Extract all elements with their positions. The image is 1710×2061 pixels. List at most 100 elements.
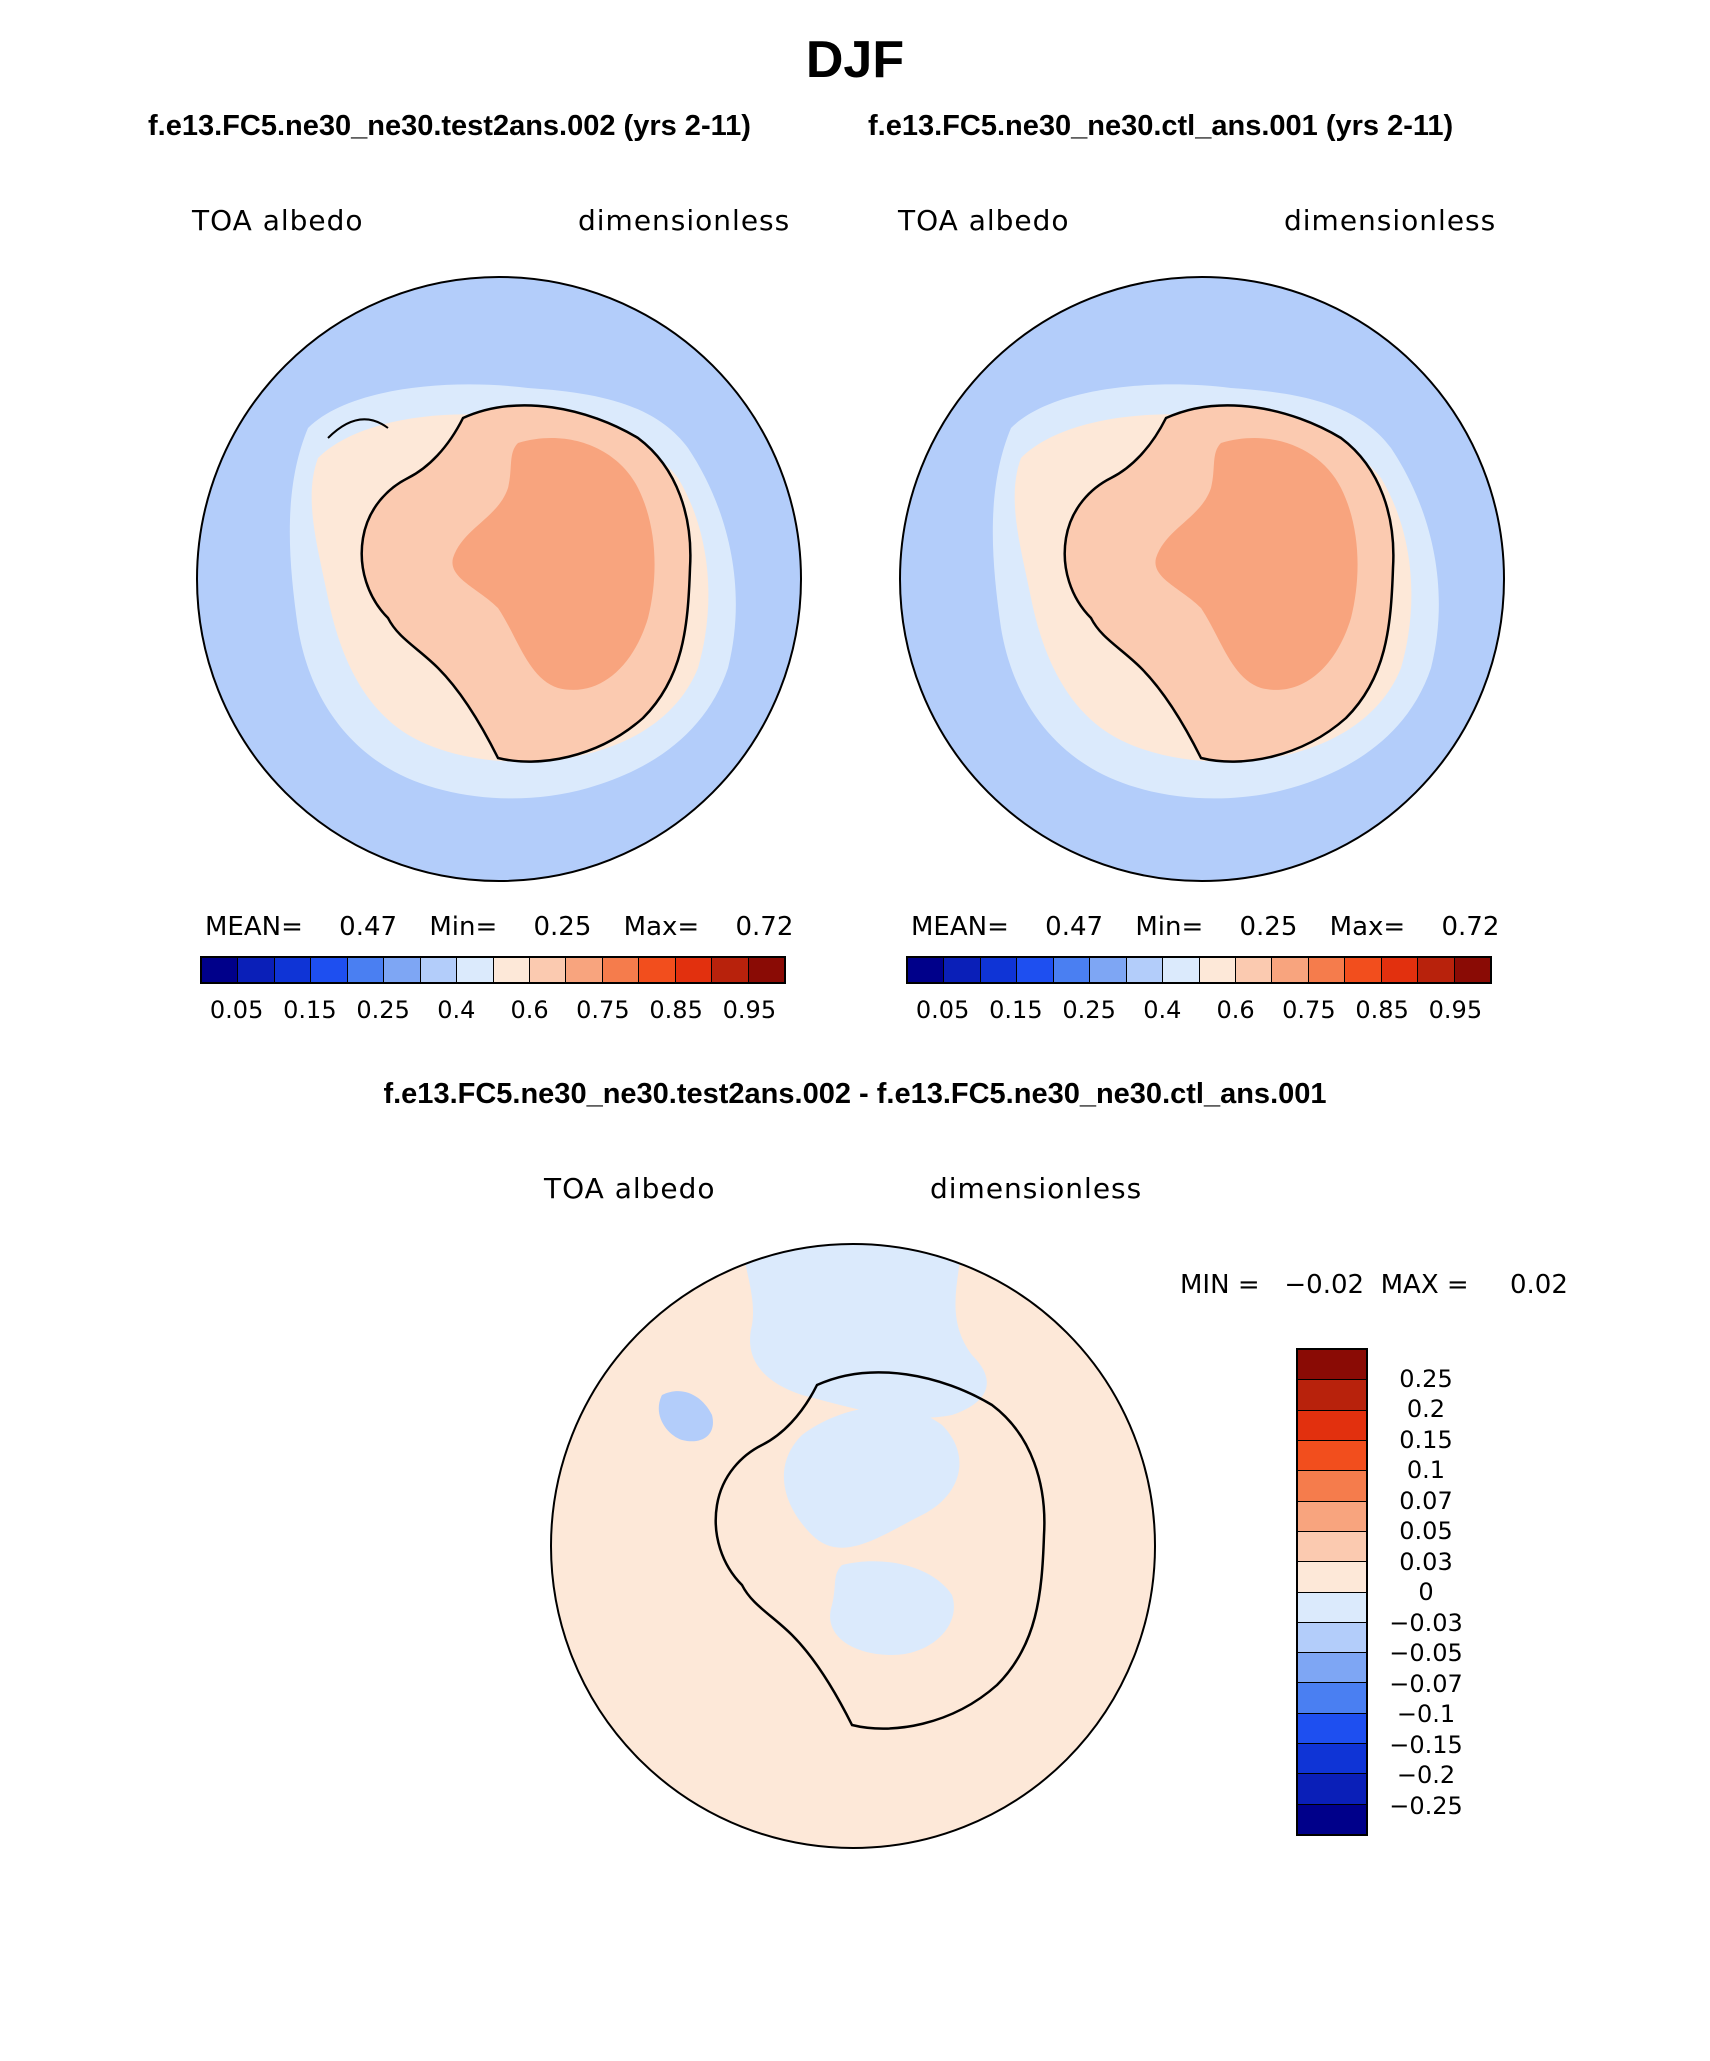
panel2-map — [899, 276, 1505, 882]
panel1-colorbar-swatch — [675, 958, 713, 982]
panel2-mean-label: MEAN= — [911, 912, 1009, 942]
diff-colorbar-swatch — [1298, 1774, 1366, 1805]
panel1-colorbar-swatch — [566, 958, 603, 982]
panel1-colorbar-tick-label: 0.05 — [209, 996, 264, 1024]
panel1-colorbar-swatch — [238, 958, 275, 982]
panel1-stats: MEAN= 0.47 Min= 0.25 Max= 0.72 — [205, 912, 793, 942]
panel1-map-border — [196, 276, 802, 882]
panel2-colorbar-swatch — [980, 958, 1018, 982]
panel2-colorbar-swatch — [1235, 958, 1273, 982]
panel2-colorbar-swatch — [1017, 958, 1054, 982]
panel2-colorbar-swatch — [1126, 958, 1164, 982]
diff-colorbar-swatch — [1298, 1440, 1366, 1472]
diff-colorbar-swatch — [1298, 1592, 1366, 1623]
panel2-min-value: 0.25 — [1239, 912, 1298, 942]
diff-colorbar-swatch — [1298, 1683, 1366, 1714]
diff-minmax: MIN = −0.02 MAX = 0.02 — [1180, 1270, 1568, 1300]
panel2-colorbar-tick-label: 0.75 — [1282, 996, 1336, 1024]
panel1-colorbar-tick-label: 0.85 — [649, 996, 703, 1024]
panel2-colorbar — [906, 956, 1492, 984]
panel2-units-label: dimensionless — [1284, 204, 1497, 237]
panel2-colorbar-swatch — [908, 958, 945, 982]
diff-colorbar-swatch — [1298, 1410, 1366, 1441]
diff-colorbar-swatch — [1298, 1350, 1366, 1381]
panel1-colorbar-swatch — [529, 958, 567, 982]
diff-negative-region-east — [830, 1561, 954, 1655]
panel1-colorbar — [200, 956, 786, 984]
panel2-mean-value: 0.47 — [1045, 912, 1104, 942]
panel1-min-value: 0.25 — [533, 912, 592, 942]
panel2-stats: MEAN= 0.47 Min= 0.25 Max= 0.72 — [911, 912, 1499, 942]
diff-colorbar-ticks: 0.25 0.2 0.15 0.1 0.07 0.05 0.03 0 −0.03 −0.05 −0.… — [1376, 1348, 1516, 1836]
panel1-colorbar-tick-label: 0.75 — [576, 996, 630, 1024]
panel2-colorbar-swatch — [1381, 958, 1419, 982]
panel1-mean-label: MEAN= — [205, 912, 303, 942]
diff-colorbar-tick-label: 0.1 — [1406, 1456, 1446, 1484]
panel2-colorbar-swatch — [1090, 958, 1127, 982]
panel2-max-label: Max= — [1329, 912, 1406, 942]
panel2-colorbar-tick-label: 0.95 — [1428, 996, 1483, 1024]
panel2-min-label: Min= — [1135, 912, 1204, 942]
panel1-colorbar-swatch — [347, 958, 385, 982]
panel2-max-value: 0.72 — [1441, 912, 1500, 942]
panel1-colorbar-tick-label: 0.6 — [510, 996, 549, 1024]
panel1-mean-value: 0.47 — [339, 912, 398, 942]
panel2-colorbar-tick-label: 0.05 — [915, 996, 970, 1024]
diff-colorbar-tick-label: 0 — [1418, 1578, 1434, 1606]
panel2-colorbar-tick-label: 0.4 — [1143, 996, 1182, 1024]
diff-units-label: dimensionless — [930, 1172, 1143, 1205]
panel2-colorbar-swatch — [1163, 958, 1200, 982]
panel2-map-border — [899, 276, 1505, 882]
panel1-colorbar-swatch — [748, 958, 784, 982]
panel2-variable-label: TOA albedo — [898, 204, 1070, 237]
panel1-colorbar-swatch — [457, 958, 494, 982]
panel2-colorbar-tick-label: 0.15 — [989, 996, 1043, 1024]
diff-colorbar-tick-label: −0.25 — [1389, 1791, 1463, 1820]
panel2-colorbar-swatch — [1345, 958, 1382, 982]
panel1-colorbar-swatch — [639, 958, 676, 982]
diff-colorbar-tick-label: 0.15 — [1399, 1425, 1453, 1454]
panel1-map — [196, 276, 802, 882]
diff-colorbar-tick-label: −0.05 — [1389, 1639, 1463, 1667]
diff-colorbar-swatch — [1298, 1531, 1366, 1563]
diff-antarctica-outline — [714, 1371, 1046, 1730]
panel1-colorbar-swatch — [311, 958, 348, 982]
panel1-colorbar-swatch — [602, 958, 640, 982]
diff-negative-region-peninsula — [658, 1391, 713, 1442]
diff-colorbar — [1296, 1348, 1368, 1836]
panel1-plateau — [452, 438, 655, 690]
diff-colorbar-swatch — [1298, 1562, 1366, 1593]
page-title: DJF — [805, 31, 905, 89]
right-case-subtitle: f.e13.FC5.ne30_ne30.ctl_ans.001 (yrs 2-1… — [868, 110, 1454, 142]
panel2-colorbar-tick-label: 0.85 — [1355, 996, 1409, 1024]
panel1-colorbar-ticks: 0.05 0.15 0.25 0.4 0.6 0.75 0.85 0.95 — [200, 996, 786, 1026]
diff-variable-label: TOA albedo — [544, 1172, 716, 1205]
diff-colorbar-swatch — [1298, 1713, 1366, 1745]
panel1-max-label: Max= — [623, 912, 700, 942]
panel2-colorbar-ticks: 0.05 0.15 0.25 0.4 0.6 0.75 0.85 0.95 — [906, 996, 1492, 1026]
panel2-colorbar-swatch — [1418, 958, 1455, 982]
diff-colorbar-tick-label: −0.15 — [1389, 1730, 1463, 1759]
panel1-colorbar-tick-label: 0.15 — [283, 996, 337, 1024]
diff-colorbar-swatch — [1298, 1622, 1366, 1654]
left-case-subtitle: f.e13.FC5.ne30_ne30.test2ans.002 (yrs 2-… — [148, 110, 751, 142]
diff-colorbar-tick-label: −0.2 — [1396, 1761, 1456, 1789]
diff-colorbar-tick-label: 0.03 — [1399, 1547, 1453, 1576]
diff-colorbar-swatch — [1298, 1501, 1366, 1532]
diff-map-border — [550, 1243, 1156, 1849]
panel1-colorbar-tick-label: 0.95 — [722, 996, 777, 1024]
panel2-colorbar-swatch — [944, 958, 981, 982]
diff-colorbar-tick-label: −0.07 — [1389, 1669, 1463, 1698]
diff-colorbar-swatch — [1298, 1653, 1366, 1684]
diff-colorbar-swatch — [1298, 1804, 1366, 1834]
panel1-variable-label: TOA albedo — [192, 204, 364, 237]
diff-colorbar-swatch — [1298, 1744, 1366, 1775]
diff-map — [550, 1243, 1156, 1849]
panel1-colorbar-swatch — [202, 958, 239, 982]
panel2-colorbar-tick-label: 0.6 — [1216, 996, 1255, 1024]
panel2-colorbar-swatch — [1053, 958, 1091, 982]
diff-colorbar-tick-label: 0.05 — [1399, 1517, 1453, 1545]
diff-colorbar-tick-label: −0.03 — [1389, 1608, 1463, 1637]
panel1-colorbar-tick-label: 0.4 — [437, 996, 476, 1024]
panel1-colorbar-swatch — [384, 958, 421, 982]
